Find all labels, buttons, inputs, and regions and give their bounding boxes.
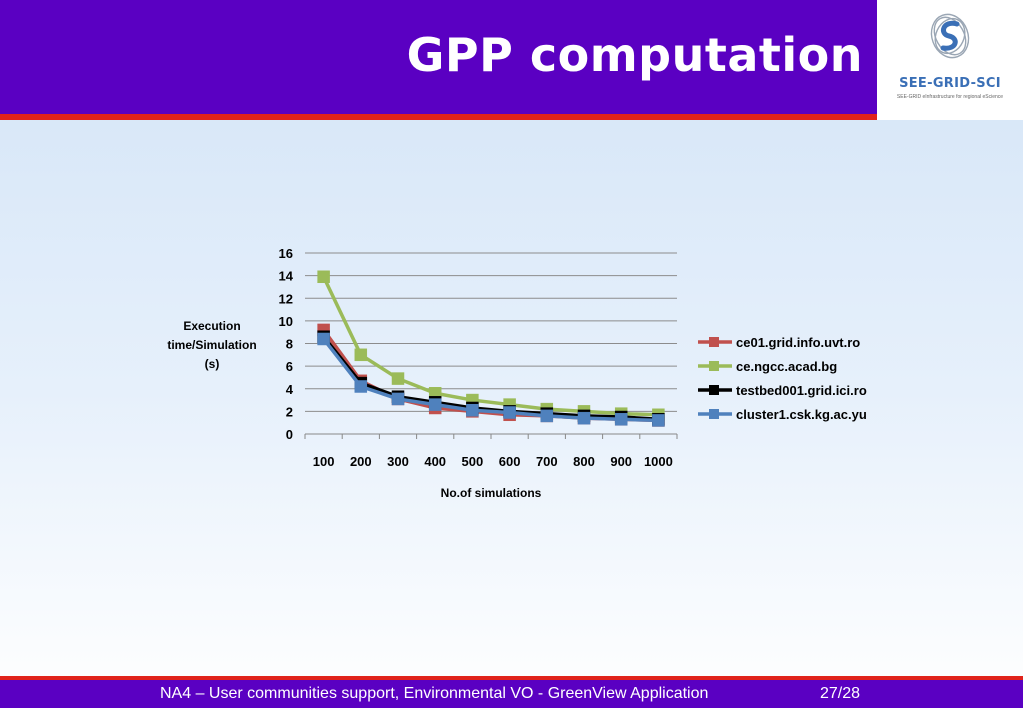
data-point xyxy=(317,332,330,346)
data-point xyxy=(466,403,479,417)
y-axis-title-line: time/Simulation xyxy=(167,338,256,352)
y-tick-label: 16 xyxy=(279,246,293,261)
x-tick-label: 200 xyxy=(350,454,372,469)
logo-subtitle: SEE-GRID eInfrastructure for regional eS… xyxy=(896,94,1004,100)
data-point xyxy=(652,414,665,427)
data-point xyxy=(577,411,591,425)
x-axis-title: No.of simulations xyxy=(441,486,542,500)
logo: SEE-GRID-SCI SEE-GRID eInfrastructure fo… xyxy=(877,0,1023,120)
series-line xyxy=(322,337,659,423)
series-line xyxy=(322,335,659,422)
chart-legend: ce01.grid.info.uvt.ro ce.ngcc.acad.bg test… xyxy=(698,335,867,422)
swirl-logo-icon xyxy=(930,13,970,59)
x-tick-label: 400 xyxy=(424,454,446,469)
data-point xyxy=(391,372,405,385)
footer-text: NA4 – User communities support, Environm… xyxy=(160,685,709,702)
data-point xyxy=(354,348,368,362)
footer-accent-line xyxy=(0,676,1023,680)
chart-series xyxy=(317,270,665,427)
legend-marker xyxy=(709,409,719,419)
header-bar xyxy=(0,0,877,114)
series-line xyxy=(322,276,659,417)
x-tick-label: 300 xyxy=(387,454,409,469)
y-tick-label: 8 xyxy=(286,337,293,352)
y-tick-label: 10 xyxy=(279,314,293,329)
legend-label: testbed001.grid.ici.ro xyxy=(736,383,867,398)
y-tick-label: 0 xyxy=(286,427,293,442)
data-point xyxy=(540,409,554,423)
data-point xyxy=(354,380,368,393)
y-tick-label: 14 xyxy=(279,269,294,284)
logo-text: SEE-GRID-SCI xyxy=(899,76,1001,91)
legend-marker xyxy=(709,337,719,347)
x-tick-label: 600 xyxy=(499,454,521,469)
y-tick-label: 2 xyxy=(286,404,293,419)
x-tick-label: 700 xyxy=(536,454,558,469)
y-tick-label: 6 xyxy=(286,359,293,374)
y-axis-title-line: (s) xyxy=(205,357,220,371)
legend-marker xyxy=(709,361,719,371)
data-point xyxy=(503,406,516,419)
slide-title: GPP computation xyxy=(406,28,863,82)
legend-marker xyxy=(709,385,719,395)
data-point xyxy=(317,270,330,284)
data-point xyxy=(428,398,442,411)
y-axis-title-line: Execution xyxy=(183,319,240,333)
data-point xyxy=(614,413,628,426)
header-accent-line xyxy=(0,114,877,120)
data-point xyxy=(391,392,405,406)
legend-label: ce.ngcc.acad.bg xyxy=(736,359,837,374)
y-tick-label: 4 xyxy=(286,382,294,397)
y-tick-label: 12 xyxy=(279,291,293,306)
x-tick-label: 800 xyxy=(573,454,595,469)
chart-labels: 0 2 4 6 8 10 12 14 16 100 200 300 400 500 600 700 800 900… xyxy=(167,246,673,500)
x-tick-label: 100 xyxy=(313,454,335,469)
x-tick-label: 1000 xyxy=(644,454,673,469)
x-tick-label: 500 xyxy=(462,454,484,469)
legend-label: cluster1.csk.kg.ac.yu xyxy=(736,407,867,422)
legend-label: ce01.grid.info.uvt.ro xyxy=(736,335,860,350)
page-number: 27/28 xyxy=(820,685,861,702)
footer-bar: NA4 – User communities support, Environm… xyxy=(0,680,1023,708)
x-tick-label: 900 xyxy=(610,454,632,469)
